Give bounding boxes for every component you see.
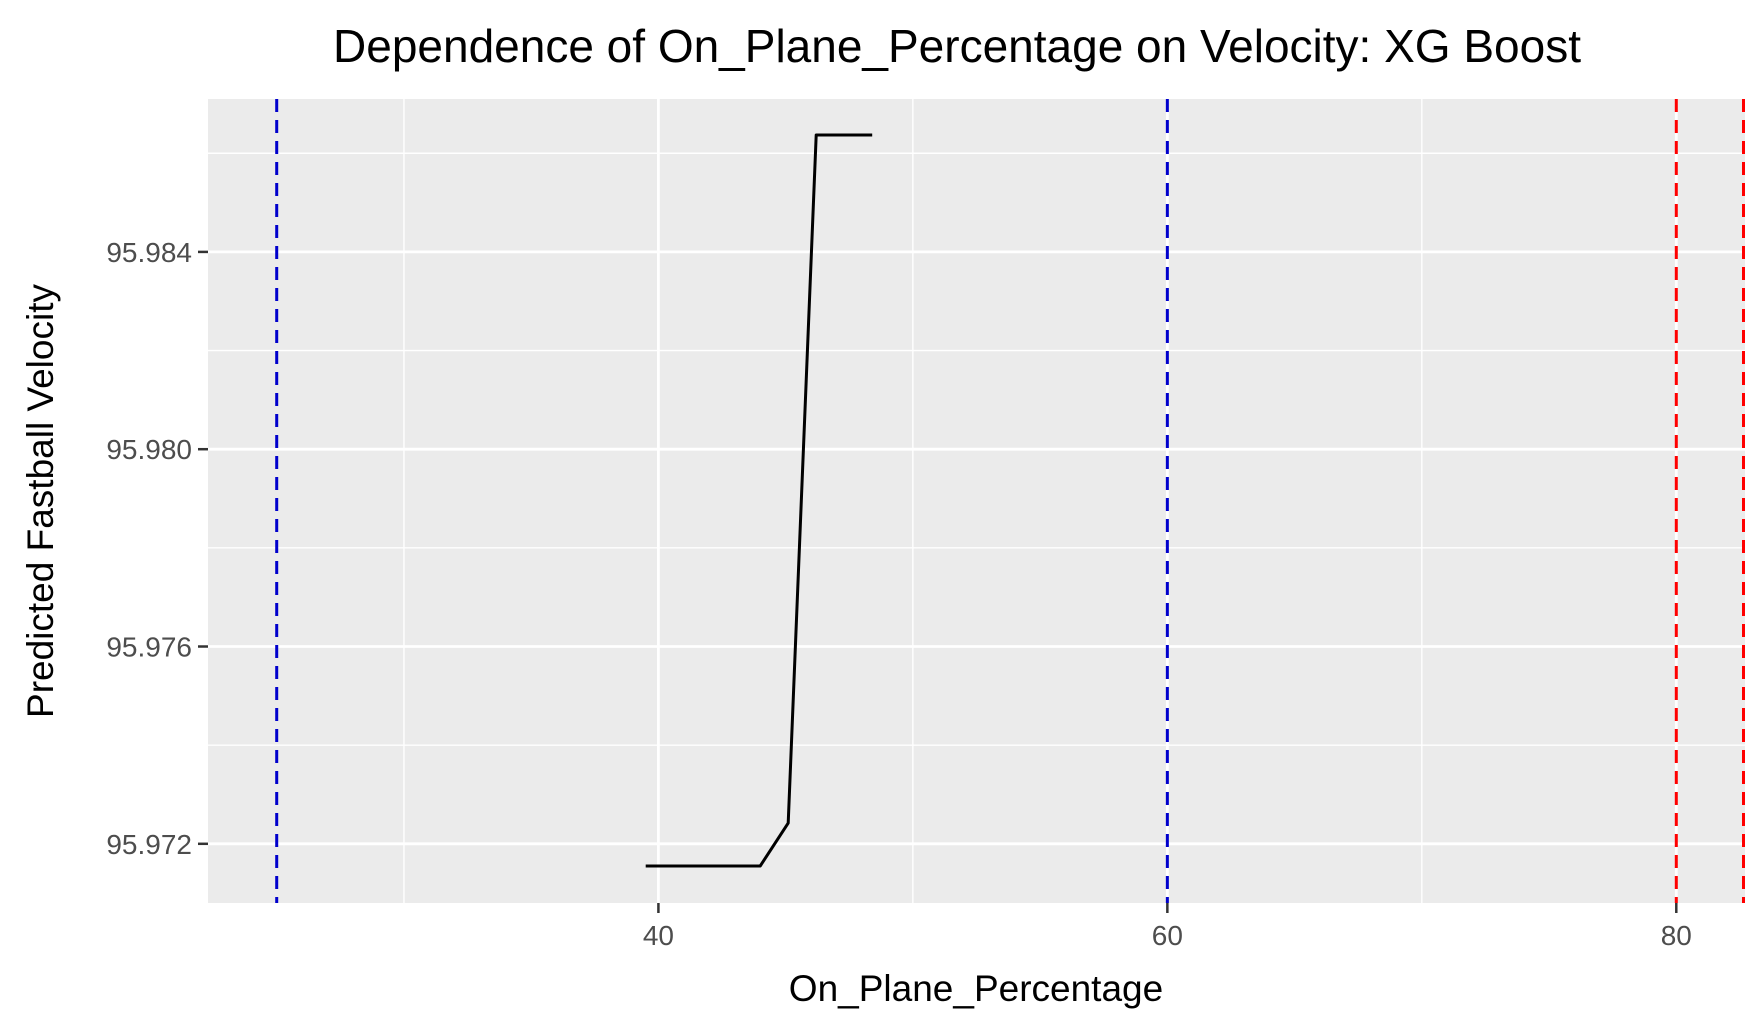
major-gridlines [208,99,1745,903]
reference-lines [275,99,1745,903]
y-tick-label-1: 95.976 [106,632,192,663]
y-axis-title: Predicted Fastball Velocity [20,284,61,718]
chart-title: Dependence of On_Plane_Percentage on Vel… [333,20,1581,72]
plot-panel [208,99,1745,903]
x-tick-label-1: 60 [1152,920,1183,951]
x-axis-title: On_Plane_Percentage [789,968,1163,1009]
y-tick-label-3: 95.984 [106,237,192,268]
series-layer [645,133,873,868]
series-line-0 [645,133,873,868]
y-tick-label-2: 95.980 [106,434,192,465]
x-tick-label-0: 40 [643,920,674,951]
y-tick-label-0: 95.972 [106,829,192,860]
x-tick-label-2: 80 [1661,920,1692,951]
minor-gridlines [208,99,1745,903]
y-axis: 95.972 95.976 95.980 95.984 [106,237,208,860]
x-axis: 40 60 80 [643,903,1692,951]
